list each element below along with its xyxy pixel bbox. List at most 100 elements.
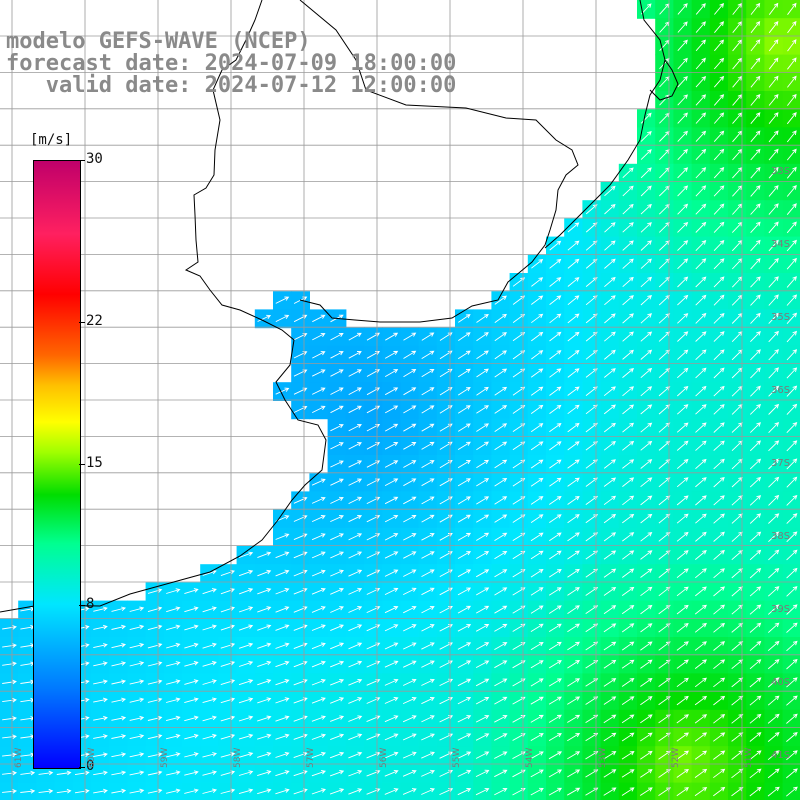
wind-arrow — [640, 769, 653, 778]
wind-arrow — [768, 221, 779, 234]
wind-arrow — [567, 386, 580, 396]
wind-arrow — [749, 640, 762, 652]
wind-arrow — [458, 332, 471, 341]
wind-arrow — [384, 551, 399, 559]
wind-arrow — [750, 148, 761, 161]
wind-arrow — [494, 295, 507, 305]
wind-arrow — [494, 769, 508, 778]
wind-arrow — [330, 678, 345, 686]
wind-arrow — [111, 788, 127, 794]
wind-arrow — [421, 605, 435, 614]
wind-arrow — [184, 715, 199, 722]
wind-arrow — [530, 642, 544, 651]
wind-arrow — [421, 514, 435, 523]
wind-arrow — [604, 349, 616, 360]
wind-arrow — [330, 515, 344, 523]
wind-arrow — [384, 660, 399, 668]
wind-arrow — [530, 660, 544, 669]
wind-arrow — [20, 788, 36, 794]
wind-arrow — [767, 695, 780, 706]
wind-arrow — [275, 296, 290, 304]
wind-arrow — [622, 440, 635, 451]
wind-arrow — [329, 788, 345, 795]
wind-arrow — [676, 495, 689, 506]
wind-arrow — [677, 130, 688, 142]
wind-arrow — [567, 331, 580, 342]
wind-arrow — [531, 313, 544, 324]
wind-arrow — [384, 460, 399, 468]
wind-arrow — [749, 476, 762, 488]
wind-arrow — [768, 458, 780, 470]
wind-arrow — [184, 733, 199, 740]
wind-arrow — [2, 679, 17, 685]
wind-arrow — [311, 569, 326, 577]
wind-arrow — [731, 586, 744, 597]
wind-arrow — [640, 203, 652, 215]
wind-arrow — [530, 532, 544, 542]
wind-arrow — [403, 660, 417, 668]
wind-arrow — [713, 112, 725, 124]
wind-arrow — [457, 532, 472, 541]
wind-arrow — [348, 460, 363, 468]
wind-arrow — [311, 496, 326, 504]
wind-arrow — [676, 458, 689, 470]
wind-arrow — [184, 679, 199, 685]
wind-arrow — [403, 387, 417, 396]
wind-arrow — [257, 660, 272, 668]
wind-arrow — [621, 659, 635, 669]
wind-arrow — [731, 568, 744, 579]
wind-arrow — [402, 788, 417, 795]
longitude-label: 53W — [598, 747, 608, 768]
wind-arrow — [202, 788, 218, 794]
wind-arrow — [129, 697, 145, 703]
wind-arrow — [768, 476, 780, 488]
wind-arrow — [640, 422, 653, 433]
wind-arrow — [494, 696, 508, 705]
wind-arrow — [622, 550, 635, 560]
wind-arrow — [202, 679, 217, 685]
wind-arrow — [330, 405, 344, 414]
wind-arrow — [640, 568, 653, 578]
wind-arrow — [111, 679, 127, 685]
wind-arrow — [603, 441, 616, 451]
wind-arrow — [676, 477, 689, 488]
wind-arrow — [530, 568, 544, 578]
wind-arrow — [749, 531, 762, 542]
wind-arrow — [129, 606, 145, 612]
wind-arrow — [311, 551, 326, 559]
wind-arrow — [787, 75, 797, 88]
wind-arrow — [384, 405, 399, 414]
wind-arrow — [768, 148, 779, 161]
wind-arrow — [421, 350, 435, 359]
wind-arrow — [348, 606, 363, 613]
colorbar-tick-label: 8 — [86, 596, 95, 613]
wind-arrow — [475, 787, 490, 796]
wind-arrow — [549, 386, 562, 396]
wind-arrow — [384, 587, 399, 596]
wind-arrow — [421, 715, 435, 723]
wind-arrow — [403, 478, 417, 487]
wind-arrow — [330, 606, 344, 613]
wind-arrow — [640, 276, 652, 288]
wind-arrow — [640, 750, 653, 760]
wind-arrow — [403, 642, 417, 650]
wind-arrow — [714, 39, 725, 52]
wind-arrow — [494, 477, 508, 487]
wind-arrow — [786, 586, 798, 597]
wind-arrow — [311, 788, 326, 795]
wind-arrow — [621, 769, 635, 778]
wind-arrow — [93, 661, 108, 667]
longitude-label: 61W — [14, 747, 24, 768]
wind-arrow — [713, 659, 726, 670]
wind-arrow — [767, 713, 780, 724]
wind-arrow — [129, 679, 145, 685]
wind-arrow — [640, 404, 653, 415]
wind-arrow — [567, 441, 580, 451]
wind-arrow — [676, 659, 689, 669]
wind-arrow — [475, 696, 490, 705]
colorbar-tick-mark — [79, 463, 85, 465]
wind-arrow — [640, 495, 653, 506]
wind-arrow — [677, 148, 688, 161]
wind-arrow — [768, 258, 779, 270]
wind-arrow — [640, 532, 653, 542]
